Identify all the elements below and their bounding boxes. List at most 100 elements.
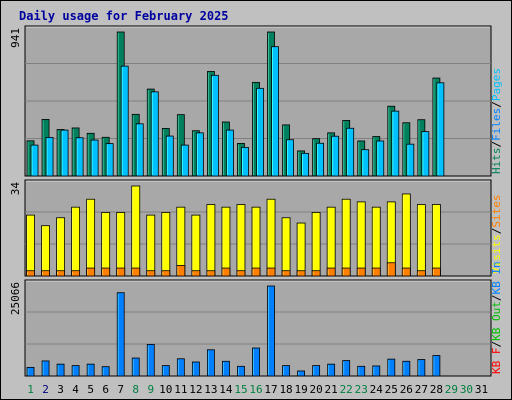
bar-kb-in-day-9 <box>146 344 155 377</box>
day-label: 3 <box>57 383 64 396</box>
bar-sites-day-7 <box>116 267 126 277</box>
bar-kb-in-day-19 <box>297 370 305 377</box>
bar-sites-day-23 <box>356 267 366 277</box>
day-label: 28 <box>430 383 443 396</box>
bar-kb-in-day-16 <box>252 347 260 377</box>
day-label: 24 <box>370 383 384 396</box>
bar-sites-day-6 <box>101 267 111 277</box>
bar-kb-in-day-12 <box>191 361 200 377</box>
legend-hits: Hits <box>490 148 503 175</box>
bar-sites-day-26 <box>401 267 411 277</box>
day-label: 23 <box>355 383 368 396</box>
bar-files-day-5 <box>90 139 99 177</box>
bar-sites-day-10 <box>161 270 171 277</box>
day-label: 25 <box>385 383 398 396</box>
bar-kb-in-day-10 <box>161 365 170 377</box>
day-label: 5 <box>87 383 94 396</box>
bar-kb-in-day-24 <box>372 365 381 377</box>
bar-sites-day-16 <box>251 267 261 277</box>
bar-kb-in-day-3 <box>56 363 65 377</box>
bar-kb-in-day-2 <box>41 360 50 377</box>
bar-kb-in-day-26 <box>402 360 411 377</box>
y-max-label: 34 <box>9 182 22 196</box>
day-label: 30 <box>460 383 473 396</box>
bar-kb-in-day-18 <box>282 365 290 377</box>
bar-kb-in-day-25 <box>387 358 396 377</box>
series-legend: Hits/Files/Pages <box>490 68 503 174</box>
bar-sites-day-17 <box>266 267 276 277</box>
day-label: 20 <box>310 383 323 396</box>
legend-separator: / <box>490 141 503 148</box>
bar-files-day-15 <box>241 146 249 177</box>
bar-files-day-26 <box>406 143 415 177</box>
day-label: 19 <box>294 383 307 396</box>
day-label: 22 <box>340 383 353 396</box>
bar-kb-in-day-11 <box>176 358 185 377</box>
legend-kb-in: KB In <box>490 261 503 294</box>
day-label: 16 <box>249 383 262 396</box>
day-label: 13 <box>204 383 217 396</box>
day-label: 8 <box>132 383 139 396</box>
bar-kb-in-day-4 <box>71 365 80 377</box>
bar-sites-day-18 <box>281 270 291 277</box>
bar-kb-in-day-27 <box>417 359 426 377</box>
day-label: 7 <box>117 383 124 396</box>
bar-kb-in-day-6 <box>101 366 110 377</box>
bar-sites-day-2 <box>41 270 50 277</box>
bar-kb-in-day-17 <box>267 285 275 377</box>
bar-kb-in-day-13 <box>207 349 215 377</box>
day-label: 2 <box>42 383 49 396</box>
legend-kb-out: KB Out <box>490 301 503 341</box>
bar-files-day-8 <box>135 123 144 177</box>
bar-files-day-12 <box>195 132 204 177</box>
bar-files-day-10 <box>165 135 174 177</box>
bar-kb-in-day-5 <box>86 363 95 377</box>
bar-sites-day-25 <box>386 262 396 277</box>
bar-sites-day-1 <box>26 270 35 277</box>
day-axis: 1 2 3 4 5 6 7 8 9 10 11 12 13 14 15 16 17 18 19 20 21 22 23 24 2… <box>27 383 488 396</box>
series-legend: KB F/KB Out/KB In <box>490 261 503 374</box>
bar-kb-in-day-1 <box>26 366 35 377</box>
day-label: 11 <box>174 383 187 396</box>
bar-sites-day-21 <box>326 267 336 277</box>
bar-sites-day-11 <box>176 265 186 277</box>
day-label: 12 <box>189 383 202 396</box>
bar-sites-day-4 <box>71 270 81 277</box>
bar-files-day-25 <box>391 110 400 177</box>
day-label: 9 <box>147 383 154 396</box>
bar-files-day-2 <box>45 137 54 177</box>
bar-files-day-22 <box>346 127 355 177</box>
bar-kb-in-day-28 <box>432 355 441 377</box>
bar-files-day-24 <box>376 140 385 177</box>
bar-sites-day-28 <box>431 267 441 277</box>
bar-kb-in-day-21 <box>327 363 336 377</box>
bar-files-day-11 <box>180 144 189 177</box>
bar-files-day-28 <box>436 82 445 177</box>
legend-separator: / <box>490 228 503 235</box>
chart-panels: 941 Hits/Files/Pages 34Visits/Sites25066KB… <box>9 25 503 377</box>
legend-separator: / <box>490 341 503 348</box>
bar-files-day-14 <box>226 129 234 177</box>
day-label: 4 <box>72 383 79 396</box>
bar-kb-in-day-22 <box>342 360 351 377</box>
day-label: 29 <box>445 383 458 396</box>
legend-separator: / <box>490 295 503 302</box>
bar-sites-day-13 <box>206 270 216 277</box>
bar-sites-day-3 <box>56 270 65 277</box>
day-label: 15 <box>234 383 247 396</box>
day-label: 14 <box>219 383 233 396</box>
bar-sites-day-9 <box>146 270 156 277</box>
day-label: 17 <box>264 383 277 396</box>
bar-files-day-3 <box>60 129 69 177</box>
bar-sites-day-22 <box>341 267 351 277</box>
bar-files-day-13 <box>211 74 219 177</box>
legend-separator: / <box>490 101 503 108</box>
bar-files-day-16 <box>256 87 264 177</box>
bar-files-day-27 <box>421 131 430 177</box>
y-max-label: 941 <box>9 28 22 48</box>
day-label: 21 <box>325 383 338 396</box>
bar-files-day-9 <box>150 91 159 177</box>
panel-2: 34 Visits/Sites <box>9 179 503 277</box>
day-label: 27 <box>415 383 428 396</box>
